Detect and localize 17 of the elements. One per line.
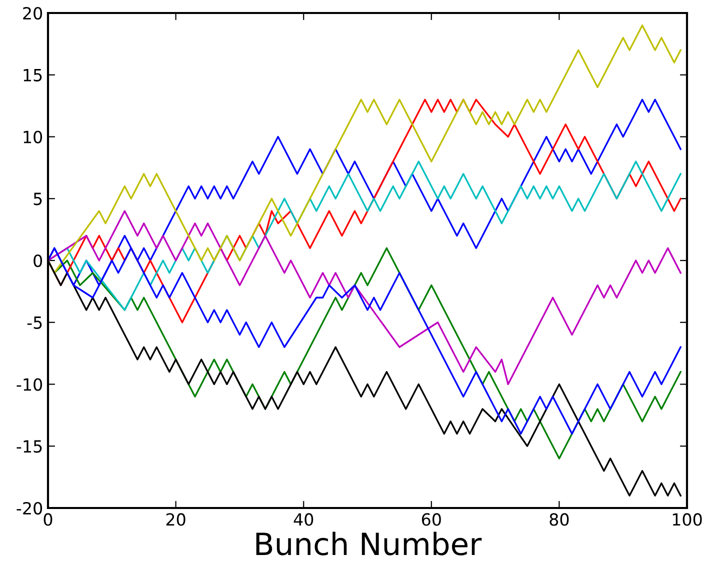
- y-tick-label: 10: [24, 130, 42, 144]
- y-tick-label: 0: [34, 254, 42, 268]
- y-tick-label: -15: [16, 440, 42, 453]
- y-tick-label: 5: [34, 192, 42, 206]
- x-tick-label: 20: [166, 513, 186, 526]
- x-tick-label: 0: [44, 513, 52, 526]
- y-tick-label: 20: [23, 6, 42, 20]
- line-series: [48, 210, 682, 386]
- y-tick-label: -20: [16, 502, 42, 515]
- y-tick-label: -10: [16, 378, 42, 391]
- x-tick-label: 100: [672, 513, 702, 526]
- x-axis-title: Bunch Number: [256, 532, 482, 556]
- x-tick-label: 60: [422, 513, 441, 526]
- x-tick-label: 80: [550, 513, 569, 526]
- y-tick-label: -5: [27, 316, 42, 329]
- x-tick-label: 40: [294, 513, 314, 526]
- y-tick-label: 15: [24, 69, 42, 82]
